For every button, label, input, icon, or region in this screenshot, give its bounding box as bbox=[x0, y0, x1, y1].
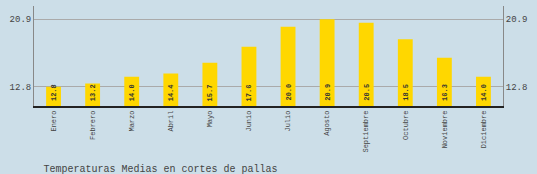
svg-text:16.3: 16.3 bbox=[441, 84, 449, 101]
svg-text:15.7: 15.7 bbox=[206, 85, 214, 102]
svg-text:Enero: Enero bbox=[50, 111, 58, 132]
svg-text:12.8: 12.8 bbox=[10, 83, 32, 93]
svg-text:17.6: 17.6 bbox=[245, 85, 253, 102]
svg-text:13.2: 13.2 bbox=[89, 84, 97, 101]
svg-text:Junio: Junio bbox=[245, 111, 253, 132]
svg-text:14.0: 14.0 bbox=[480, 84, 488, 101]
svg-text:12.8: 12.8 bbox=[50, 84, 58, 101]
svg-text:20.0: 20.0 bbox=[285, 84, 293, 101]
svg-text:Octubre: Octubre bbox=[402, 111, 410, 140]
svg-text:18.5: 18.5 bbox=[402, 84, 410, 101]
svg-text:14.0: 14.0 bbox=[128, 84, 136, 101]
svg-text:14.4: 14.4 bbox=[167, 84, 175, 101]
svg-text:12.8: 12.8 bbox=[506, 83, 528, 93]
svg-text:Julio: Julio bbox=[284, 111, 292, 132]
svg-text:Marzo: Marzo bbox=[128, 111, 136, 132]
svg-text:Septiembre: Septiembre bbox=[362, 111, 370, 153]
svg-text:20.9: 20.9 bbox=[324, 84, 332, 101]
svg-text:Agosto: Agosto bbox=[323, 111, 331, 136]
svg-text:Febrero: Febrero bbox=[89, 111, 97, 140]
svg-text:20.5: 20.5 bbox=[363, 84, 371, 101]
svg-text:Diciembre: Diciembre bbox=[480, 111, 488, 149]
svg-text:20.9: 20.9 bbox=[10, 15, 32, 25]
svg-text:Noviembre: Noviembre bbox=[441, 111, 449, 149]
svg-text:Abril: Abril bbox=[167, 111, 175, 132]
svg-text:Temperaturas Medias en cortes: Temperaturas Medias en cortes de pallas bbox=[43, 164, 277, 174]
svg-text:20.9: 20.9 bbox=[506, 15, 528, 25]
svg-text:Mayo: Mayo bbox=[206, 111, 214, 128]
